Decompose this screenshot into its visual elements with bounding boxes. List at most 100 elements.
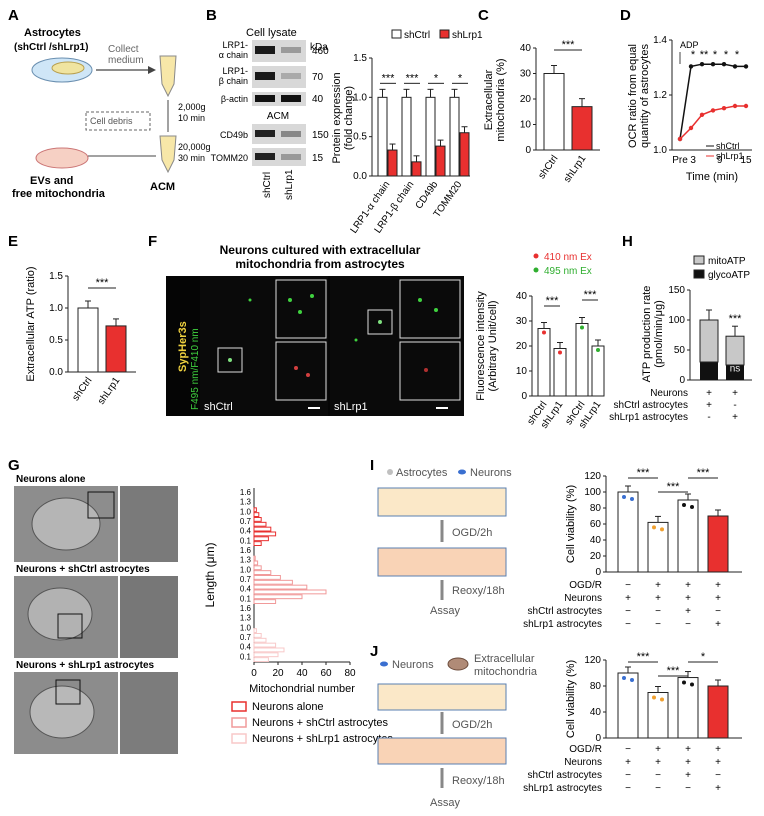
cell-lysate-label: Cell lysate (246, 27, 297, 39)
em-inset (120, 486, 178, 562)
panel-e: E 0.0 0.5 1.0 1.5 Extracellular ATP (ratio) s… (8, 233, 136, 407)
legend-label: 410 nm Ex (544, 252, 592, 263)
condition-label: shLrp1 astrocytes (609, 412, 688, 423)
data-point (677, 136, 683, 142)
bar (105, 325, 127, 373)
condition-mark: + (625, 593, 631, 604)
condition-mark: − (625, 580, 631, 591)
band-label: β chain (219, 76, 248, 86)
kda-label: kDa (310, 42, 328, 53)
evs-dish (35, 147, 89, 169)
chart-extracellular-atp: 0.0 0.5 1.0 1.5 Extracellular ATP (ratio) shC… (25, 266, 136, 407)
bar-segment (700, 362, 718, 380)
condition-label: Neurons (650, 388, 688, 399)
blot-band (255, 130, 275, 137)
y-tick-label: 0.7 (240, 633, 252, 642)
histogram-bar (253, 560, 259, 566)
legend-label: shCtrl (404, 30, 430, 41)
extra-legend: Extracellular (474, 653, 535, 665)
y-tick-label: 1.3 (240, 614, 252, 623)
green-puncta (434, 308, 438, 312)
condition-label: shLrp1 astrocytes (523, 783, 602, 794)
histogram-bar (253, 637, 267, 643)
condition-label: Neurons (564, 757, 602, 768)
em-label: Neurons alone (16, 474, 86, 485)
y-axis-label: quantity of astrocytes (639, 44, 651, 148)
transwell-plate (377, 683, 507, 711)
y-axis-label: Fluorescence intensity (475, 291, 487, 401)
arrow-head-icon (148, 66, 156, 74)
y-tick-label: 0.7 (240, 575, 252, 584)
condition-label: OGD/R (569, 744, 602, 755)
data-point (710, 108, 716, 113)
y-tick-label: 0.4 (240, 643, 252, 652)
bar (575, 323, 589, 397)
condition-mark: − (625, 744, 631, 755)
condition-label: shCtrl astrocytes (614, 400, 688, 411)
medium-label: medium (108, 55, 144, 66)
em-zoom-box (55, 679, 81, 705)
condition-mark: + (715, 593, 721, 604)
green-puncta (354, 338, 358, 342)
band-label: CD49b (220, 130, 248, 140)
legend-swatch (693, 269, 705, 279)
y-tick-label: 80 (590, 503, 602, 514)
blot-band (255, 46, 275, 54)
bar (707, 685, 729, 739)
significance-label: * (434, 72, 439, 84)
panel-label-d: D (620, 7, 631, 24)
condition-mark: + (655, 744, 661, 755)
chart-mito-length: 0 20 40 60 80 Mitochondrial number Length (μm)… (203, 488, 393, 745)
histogram-bar (253, 512, 260, 518)
inset-red (399, 341, 461, 401)
y-tick-label: 1.5 (353, 53, 367, 64)
significance-label: * (458, 72, 463, 84)
neuron-legend: Neurons (470, 467, 512, 479)
blot-strip (252, 148, 306, 166)
zoom-box (217, 347, 243, 373)
condition-mark: − (655, 770, 661, 781)
bar (77, 307, 99, 373)
histogram-bar (253, 536, 269, 542)
y-tick-label: 30 (516, 316, 528, 327)
blot-band (255, 95, 275, 102)
significance-label: *** (96, 277, 110, 289)
transwell-plate (377, 737, 507, 765)
ogd-label: OGD/2h (452, 527, 492, 539)
bar (617, 672, 639, 739)
y-tick-label: 0.5 (49, 335, 63, 346)
blot-strip (252, 40, 306, 62)
significance-label: *** (584, 289, 598, 301)
y-tick-label: 1.6 (240, 604, 252, 613)
bar (571, 106, 593, 151)
chart-fluorescence: 0 10 20 30 40 Fluorescence intensity (Arbitrar… (475, 252, 605, 431)
astrocyte-icon (387, 469, 393, 475)
significance-label: * (735, 49, 740, 61)
bar (617, 491, 639, 573)
lane-label: shLrp1 (284, 169, 295, 200)
histogram-bar (253, 628, 257, 634)
y-tick-label: 0.5 (353, 132, 367, 143)
y-axis-label: mitochondria (%) (495, 58, 507, 141)
panel-g: G Neurons alone Neurons + shCtrl astrocy… (8, 457, 393, 754)
x-tick-label: Pre (672, 155, 688, 166)
y-tick-label: 0 (679, 375, 685, 386)
histogram-bar (253, 652, 279, 658)
acm-label: ACM (150, 181, 175, 193)
condition-mark: − (625, 783, 631, 794)
legend-label: glycoATP (708, 270, 750, 281)
bar (707, 515, 729, 573)
x-axis-label: Time (min) (686, 171, 738, 183)
x-tick-label: shLrp1 (96, 375, 123, 407)
panel-label-j: J (370, 643, 378, 660)
y-tick-label: 20 (590, 551, 602, 562)
data-point (652, 525, 656, 530)
tube-icon (159, 135, 177, 174)
bar (449, 96, 460, 177)
y-tick-label: 30 (520, 69, 532, 80)
condition-mark: + (685, 770, 691, 781)
condition-mark: − (715, 606, 721, 617)
condition-mark: − (655, 783, 661, 794)
mw-marker: 460 (312, 46, 329, 57)
condition-mark: − (685, 619, 691, 630)
